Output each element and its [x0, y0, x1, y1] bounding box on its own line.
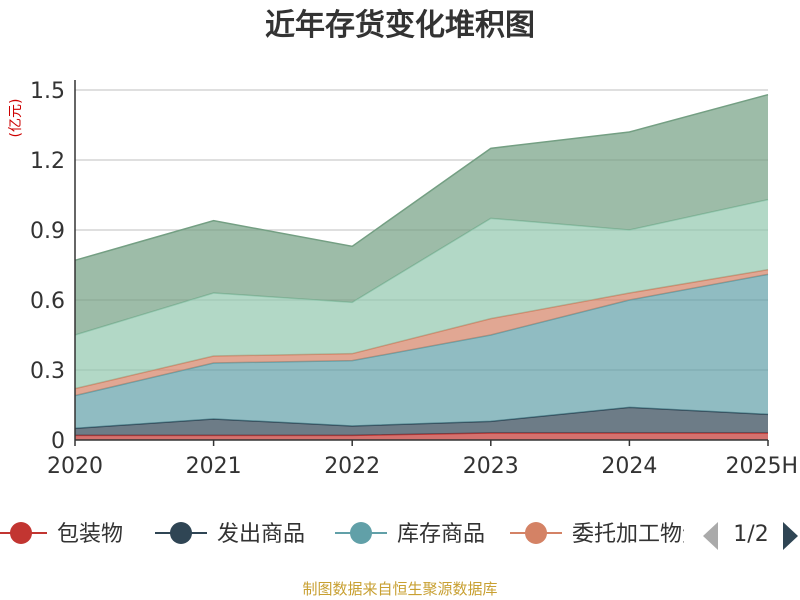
legend: 包装物 发出商品 库存商品 委托加工物资 1/2 [0, 505, 800, 565]
x-tick-label: 2024 [601, 454, 657, 479]
y-unit-label: (亿元) [8, 99, 24, 138]
x-tick-label: 2025H [725, 454, 798, 479]
x-tick-label: 2022 [324, 454, 380, 479]
axes: 0 0.3 0.6 0.9 1.2 1.5 2020 2021 2022 2023 2024 2025… [30, 79, 798, 479]
legend-clip [684, 505, 800, 565]
y-tick-label: 0.6 [30, 289, 65, 314]
series-line-6 [74, 93, 769, 262]
x-tick-label: 2020 [47, 454, 103, 479]
series-line-4 [74, 268, 769, 390]
x-tick-label: 2023 [463, 454, 519, 479]
area-series-6 [75, 94, 768, 336]
legend-marker [10, 522, 32, 544]
legend-item-4[interactable]: 委托加工物资 [510, 522, 704, 547]
legend-label: 委托加工物资 [572, 522, 704, 547]
legend-label: 包装物 [57, 522, 123, 547]
chart-title: 近年存货变化堆积图 [265, 8, 535, 43]
y-tick-label: 0.9 [30, 219, 65, 244]
area-series-5 [75, 199, 768, 389]
legend-label: 库存商品 [397, 522, 485, 547]
y-tick-label: 0 [51, 429, 65, 454]
legend-marker [350, 522, 372, 544]
x-tick-label: 2021 [186, 454, 242, 479]
legend-prev-arrow-icon[interactable] [703, 522, 718, 550]
legend-item-1[interactable]: 包装物 [0, 522, 123, 547]
legend-page-indicator: 1/2 [733, 522, 768, 547]
legend-marker [170, 522, 192, 544]
legend-marker [525, 522, 547, 544]
area-series-1 [75, 433, 768, 440]
area-series-group [74, 93, 769, 440]
legend-item-2[interactable]: 发出商品 [155, 522, 305, 547]
area-series-4 [75, 269, 768, 396]
legend-next-arrow-icon[interactable] [783, 522, 798, 550]
data-source-footer: 制图数据来自恒生聚源数据库 [302, 580, 498, 598]
y-tick-label: 0.3 [30, 359, 65, 384]
y-tick-label: 1.2 [30, 149, 65, 174]
y-tick-label: 1.5 [30, 79, 65, 104]
legend-item-3[interactable]: 库存商品 [335, 522, 485, 547]
area-series-2 [75, 407, 768, 436]
legend-label: 发出商品 [217, 522, 305, 547]
area-series-3 [75, 274, 768, 429]
